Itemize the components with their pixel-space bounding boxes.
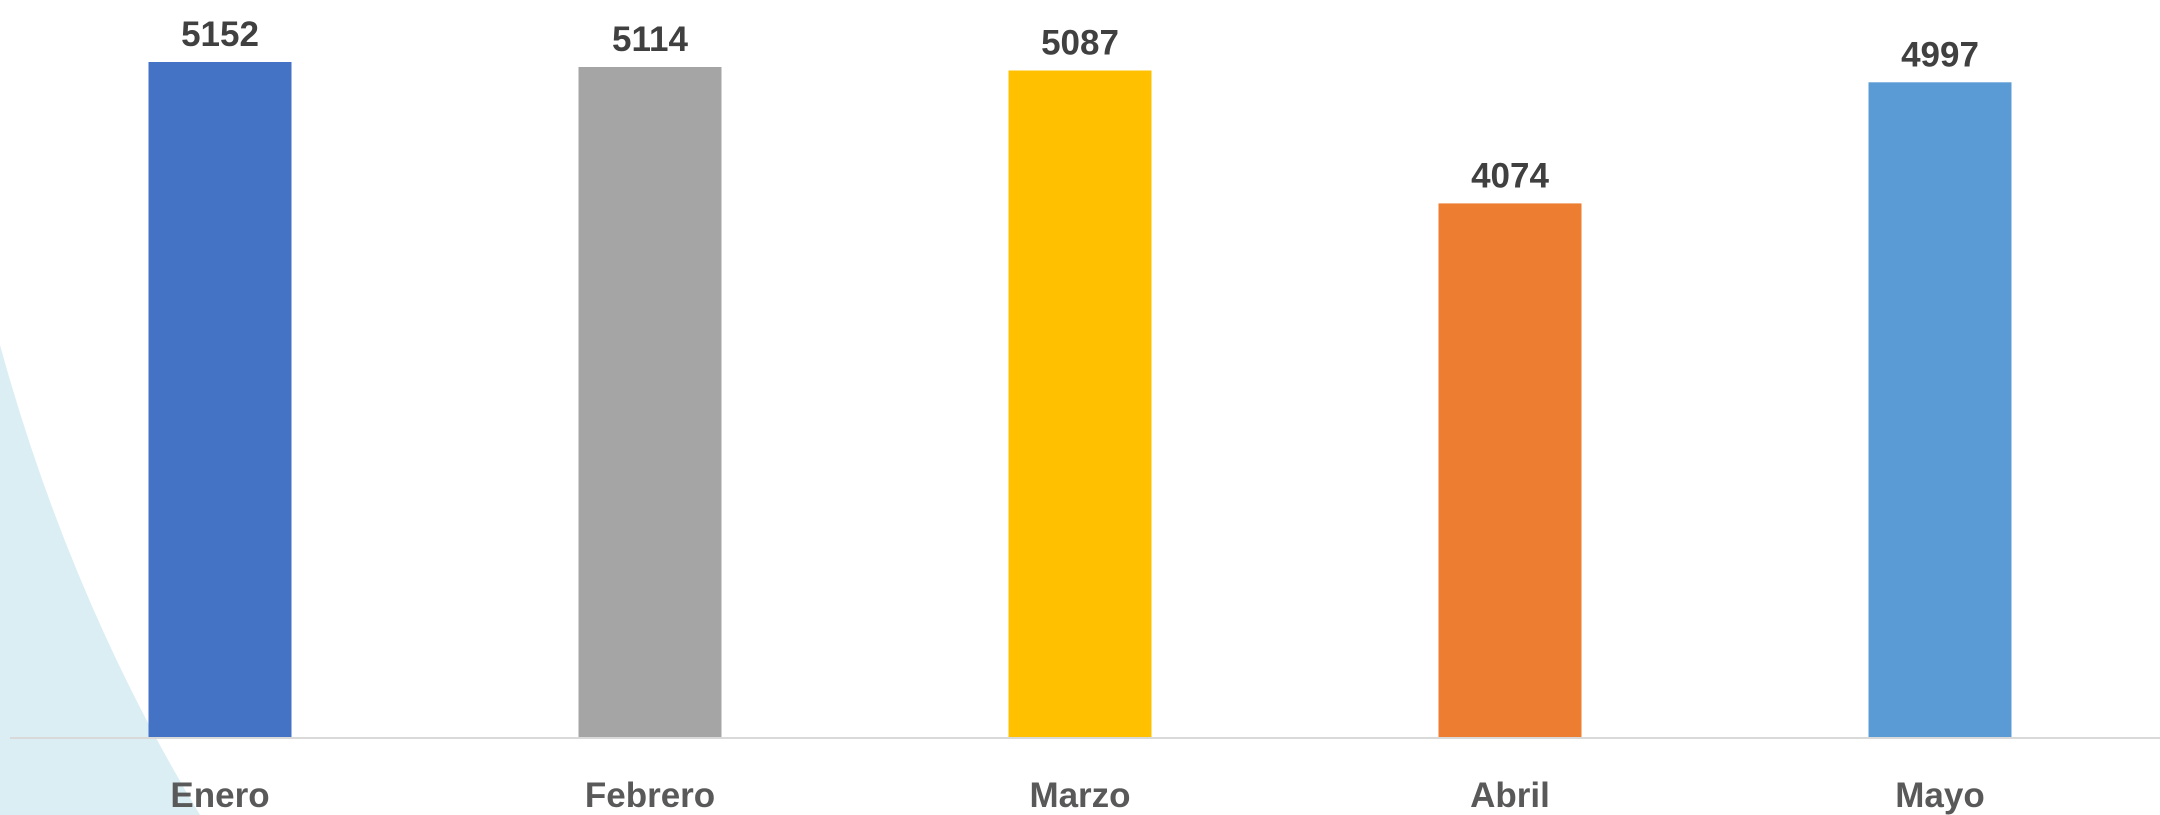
bar-abril	[1438, 203, 1582, 738]
bar-febrero	[578, 67, 722, 738]
category-label-marzo: Marzo	[1029, 776, 1130, 815]
category-label-abril: Abril	[1470, 776, 1550, 815]
data-label-abril: 4074	[1471, 156, 1549, 195]
bars-layer	[148, 62, 2012, 739]
data-label-febrero: 5114	[612, 20, 688, 59]
bar-enero	[148, 62, 292, 738]
category-label-enero: Enero	[170, 776, 269, 815]
category-label-mayo: Mayo	[1895, 776, 1984, 815]
background-curve-shape	[0, 345, 200, 815]
data-label-enero: 5152	[181, 15, 259, 54]
data-label-marzo: 5087	[1041, 24, 1119, 63]
bar-marzo	[1008, 70, 1152, 738]
category-labels-layer: Enero Febrero Marzo Abril Mayo	[170, 776, 1984, 815]
bar-mayo	[1868, 82, 2012, 739]
data-label-mayo: 4997	[1901, 35, 1979, 74]
category-label-febrero: Febrero	[585, 776, 715, 815]
value-labels-layer: 5152 5114 5087 4074 4997	[181, 15, 1979, 195]
